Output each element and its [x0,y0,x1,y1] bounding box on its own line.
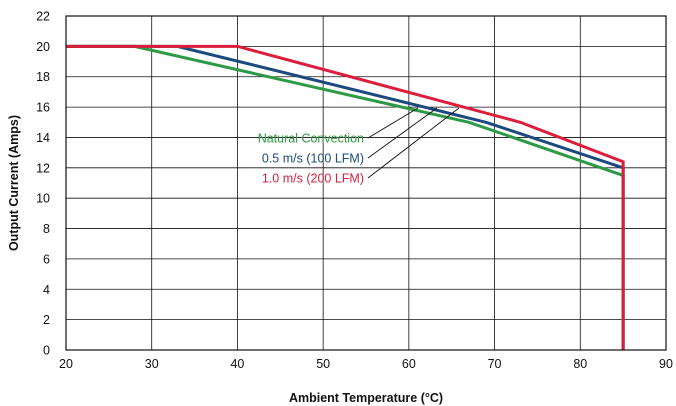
series-label-0: Natural Convection [258,132,364,146]
y-tick-label: 8 [43,222,50,236]
x-tick-label: 70 [488,357,502,371]
series-line-2 [66,44,625,350]
x-tick-label: 90 [659,357,673,371]
y-tick-label: 18 [36,70,50,84]
x-tick-label: 20 [59,357,73,371]
y-tick-label: 6 [43,252,50,266]
y-axis-title: Output Current (Amps) [7,115,21,251]
y-tick-label: 14 [36,131,50,145]
grid [65,15,667,351]
tick-labels: 20 30 40 50 60 70 80 90 0 2 4 6 8 10 12 14 16 18 20 22 [36,10,673,372]
y-tick-label: 10 [36,192,50,206]
leader-line-1 [367,107,438,159]
x-tick-label: 40 [230,357,244,371]
series-lines [66,44,625,350]
x-tick-label: 60 [402,357,416,371]
x-axis-title: Ambient Temperature (°C) [289,391,443,405]
y-tick-label: 4 [43,283,50,297]
series-label-2: 1.0 m/s (200 LFM) [262,172,364,186]
x-tick-label: 30 [145,357,159,371]
y-tick-label: 2 [43,313,50,327]
x-tick-label: 80 [573,357,587,371]
series-label-1: 0.5 m/s (100 LFM) [262,152,364,166]
y-tick-label: 22 [36,10,50,24]
leader-line-2 [367,107,460,179]
y-tick-label: 20 [36,40,50,54]
leader-line-0 [367,107,419,139]
y-tick-label: 0 [43,344,50,358]
plot-frame [65,15,667,351]
y-tick-label: 12 [36,161,50,175]
y-tick-label: 16 [36,101,50,115]
x-tick-label: 50 [316,357,330,371]
annotations: Natural Convection 0.5 m/s (100 LFM) 1.0 m… [258,107,460,186]
